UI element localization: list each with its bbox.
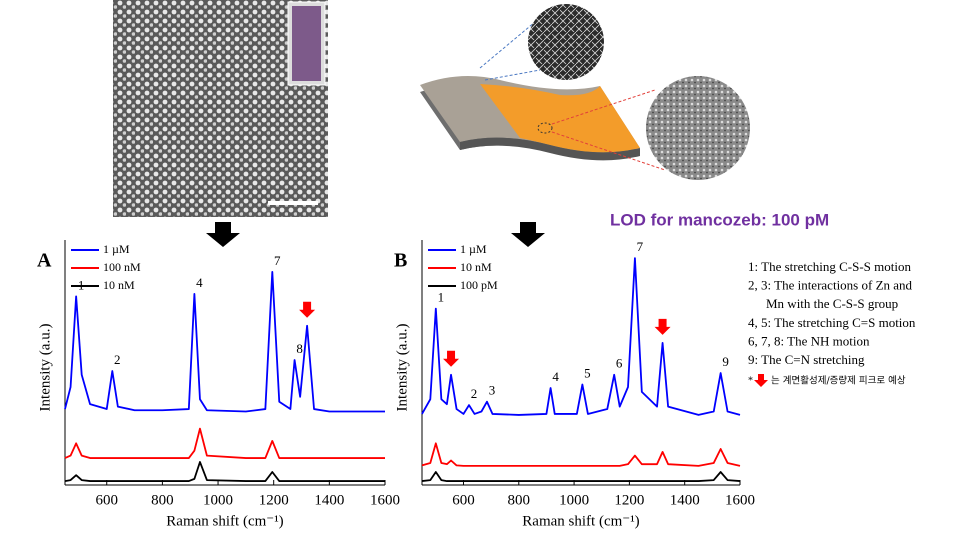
- spectrum-line: [421, 257, 741, 416]
- footnote-mark: *: [748, 375, 753, 386]
- x-tick-label: 800: [508, 492, 531, 508]
- footnote: 는 계면활성제/증량제 피크로 예상: [771, 375, 906, 387]
- peak-label: 6: [616, 356, 623, 371]
- peak-label: 9: [722, 354, 729, 369]
- note-line: 6, 7, 8: The NH motion: [748, 333, 870, 348]
- legend-label: 100 nM: [103, 260, 141, 274]
- footnote-arrow: [754, 374, 768, 387]
- x-tick-label: 1400: [670, 492, 700, 508]
- peak-label: 5: [584, 366, 591, 381]
- x-tick-label: 1400: [314, 492, 344, 508]
- legend-label: 1 µM: [103, 242, 130, 256]
- panel-label: A: [37, 250, 52, 272]
- x-axis-label: Raman shift (cm⁻¹): [522, 513, 639, 529]
- down-arrow: [511, 222, 545, 247]
- x-tick-label: 1600: [370, 492, 400, 508]
- x-tick-label: 1000: [203, 492, 233, 508]
- peak-arrow: [443, 350, 460, 367]
- lod-text: LOD for mancozeb: 100 pM: [610, 210, 829, 229]
- spectrum-line: [421, 442, 741, 467]
- peak-label: 2: [114, 352, 121, 367]
- legend-label: 100 pM: [460, 278, 498, 292]
- x-tick-label: 1600: [725, 492, 755, 508]
- y-axis-label: Intensity (a.u.): [37, 324, 53, 412]
- peak-label: 4: [196, 275, 203, 290]
- note-line: 9: The C=N stretching: [748, 352, 865, 367]
- legend-label: 10 nM: [460, 260, 492, 274]
- sem-image: [113, 0, 328, 217]
- peak-label: 3: [489, 383, 496, 398]
- panel-label: B: [394, 250, 407, 272]
- substrate-diagram: [420, 4, 750, 180]
- x-tick-label: 1000: [559, 492, 589, 508]
- x-tick-label: 1200: [614, 492, 644, 508]
- legend-label: 10 nM: [103, 278, 135, 292]
- peak-label: 7: [274, 253, 281, 268]
- y-axis-label: Intensity (a.u.): [394, 324, 410, 412]
- note-line: 1: The stretching C-S-S motion: [748, 259, 911, 274]
- x-tick-label: 1200: [259, 492, 289, 508]
- spectrum-line: [64, 427, 385, 459]
- peak-label: 8: [296, 341, 303, 356]
- spectrum-line: [421, 471, 741, 482]
- note-line: 4, 5: The stretching C=S motion: [748, 315, 916, 330]
- x-tick-label: 600: [452, 492, 475, 508]
- x-axis-label: Raman shift (cm⁻¹): [166, 513, 283, 529]
- legend-label: 1 µM: [460, 242, 487, 256]
- peak-notes: 1: The stretching C-S-S motion 2, 3: The …: [748, 259, 916, 367]
- peak-label: 7: [637, 239, 644, 254]
- x-tick-label: 600: [95, 492, 118, 508]
- spectrum-line: [64, 270, 385, 413]
- peak-arrow: [299, 301, 316, 318]
- note-line: Mn with the C-S-S group: [766, 296, 898, 311]
- peak-arrow: [654, 318, 671, 335]
- note-line: 2, 3: The interactions of Zn and: [748, 278, 913, 293]
- peak-label: 1: [438, 290, 445, 305]
- peak-label: 4: [552, 369, 559, 384]
- x-tick-label: 800: [151, 492, 174, 508]
- peak-label: 1: [78, 277, 85, 292]
- peak-label: 2: [471, 386, 478, 401]
- spectrum-line: [64, 461, 385, 482]
- down-arrow: [206, 222, 240, 247]
